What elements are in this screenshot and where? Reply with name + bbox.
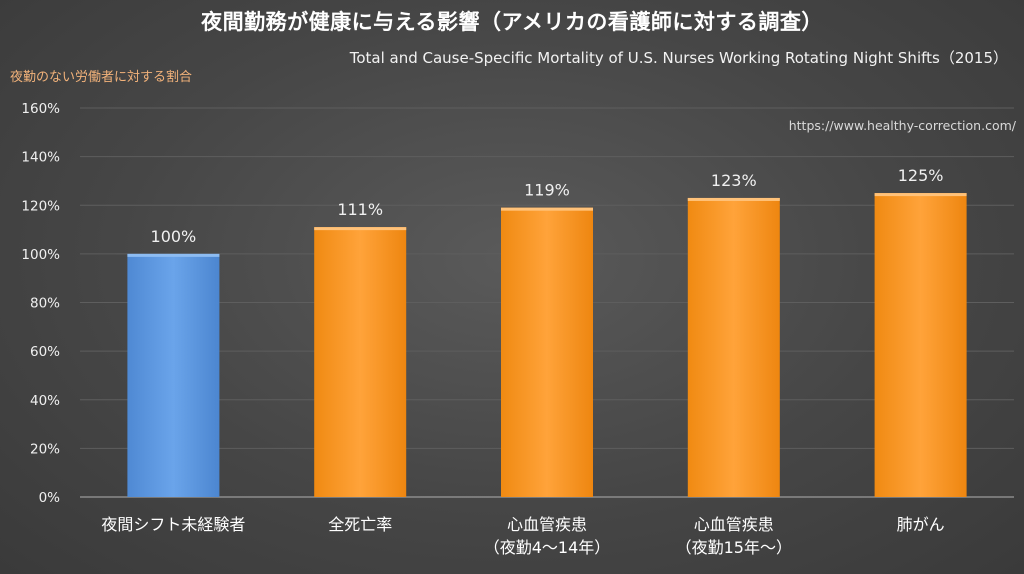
source-url: https://www.healthy-correction.com/	[788, 118, 1016, 133]
y-tick-label: 100%	[21, 247, 60, 263]
bar-top-highlight	[874, 193, 967, 197]
y-tick-label: 140%	[21, 150, 60, 166]
bar-top-highlight	[687, 197, 780, 201]
bar-top-highlight	[314, 227, 407, 231]
y-tick-label: 0%	[39, 490, 61, 506]
category-label: 肺がん	[897, 515, 945, 534]
data-label: 125%	[898, 166, 944, 185]
category-label: 全死亡率	[328, 515, 392, 534]
data-label: 119%	[524, 181, 570, 200]
bar	[501, 207, 593, 497]
bar	[874, 193, 967, 497]
bar	[687, 197, 780, 498]
y-tick-label: 60%	[30, 344, 60, 360]
bar	[127, 253, 220, 497]
chart-title: 夜間勤務が健康に与える影響（アメリカの看護師に対する調査）	[201, 10, 823, 34]
y-axis-label: 夜勤のない労働者に対する割合	[10, 70, 193, 85]
y-tick-label: 20%	[30, 441, 60, 457]
data-label: 123%	[711, 171, 757, 190]
chart-subtitle: Total and Cause-Specific Mortality of U.…	[349, 49, 1008, 67]
bar	[314, 227, 407, 497]
category-label: （夜勤15年〜）	[676, 538, 792, 557]
category-label: 夜間シフト未経験者	[101, 515, 245, 534]
data-label: 100%	[151, 227, 197, 246]
bar-top-highlight	[501, 207, 593, 211]
y-tick-label: 120%	[21, 198, 60, 214]
data-label: 111%	[337, 200, 383, 219]
y-tick-label: 40%	[30, 393, 60, 409]
y-tick-label: 160%	[21, 101, 60, 117]
category-label: （夜勤4〜14年）	[484, 538, 611, 557]
bar-top-highlight	[127, 253, 220, 257]
category-label: 心血管疾患	[694, 515, 774, 534]
category-label: 心血管疾患	[507, 515, 587, 534]
y-tick-label: 80%	[30, 296, 60, 312]
